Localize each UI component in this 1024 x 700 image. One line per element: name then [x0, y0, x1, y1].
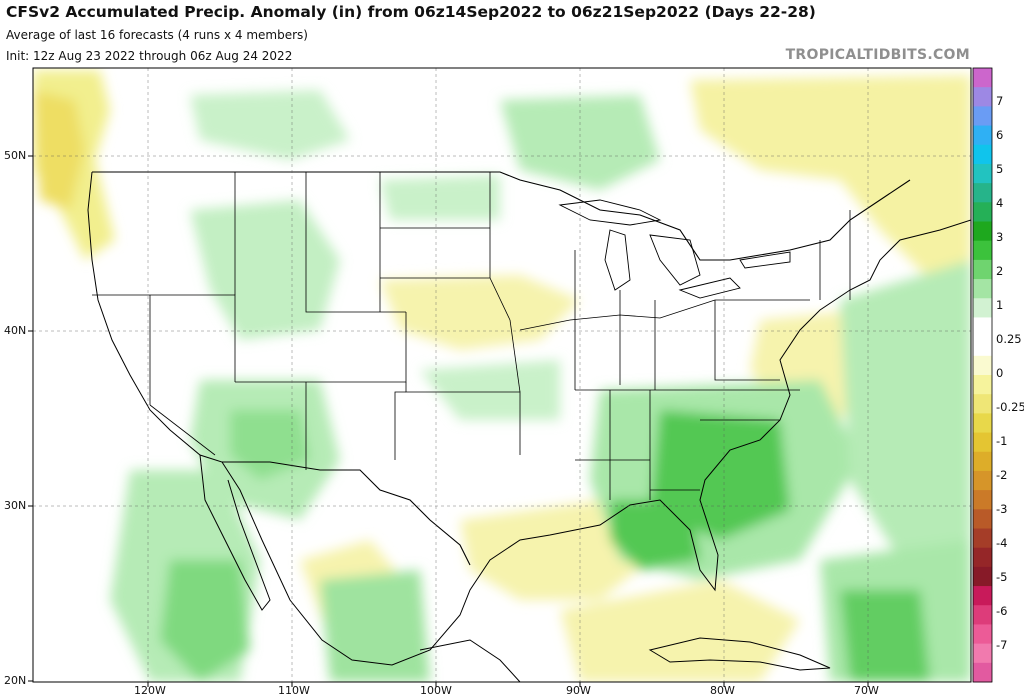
lon-label: 90W	[566, 684, 591, 697]
colorbar-swatch	[973, 183, 992, 203]
wet-anomaly-region-midsouth	[420, 360, 560, 420]
dry-anomaly-core-northwest	[33, 90, 85, 210]
colorbar-label: 4	[996, 196, 1004, 210]
colorbar-label: -1	[996, 434, 1008, 448]
colorbar-swatch	[973, 566, 992, 587]
axis-ticks	[28, 155, 869, 687]
colorbar-swatch	[973, 432, 992, 453]
yucatan-coast	[419, 639, 521, 682]
colorbar-swatch	[973, 221, 992, 242]
colorbar-swatch	[973, 125, 992, 146]
great-lakes	[558, 199, 791, 299]
us-mexico-border	[222, 461, 471, 566]
lon-label: 80W	[710, 684, 735, 697]
colorbar-label: 5	[996, 162, 1004, 176]
colorbar-swatch	[973, 586, 992, 606]
colorbar	[973, 68, 992, 683]
colorbar-swatch	[973, 336, 992, 357]
lat-label: 50N	[4, 149, 27, 162]
wet-anomaly-core-baja	[160, 560, 250, 682]
lon-label: 120W	[134, 684, 166, 697]
colorbar-label: 3	[996, 230, 1004, 244]
colorbar-label: 7	[996, 94, 1004, 108]
colorbar-frame	[972, 67, 993, 683]
colorbar-swatch	[973, 528, 992, 549]
colorbar-swatch	[973, 317, 992, 338]
dry-anomaly-region-caribbean	[560, 580, 800, 682]
map-subtitle: Average of last 16 forecasts (4 runs x 4…	[6, 28, 308, 42]
graticule	[33, 68, 971, 682]
colorbar-swatch	[973, 279, 992, 299]
dry-anomaly-region-northeast	[690, 75, 971, 300]
colorbar-swatch	[973, 413, 992, 434]
coastline	[87, 171, 971, 666]
colorbar-swatch	[973, 624, 992, 645]
colorbar-label: 1	[996, 298, 1004, 312]
lon-label: 110W	[278, 684, 310, 697]
lat-label: 20N	[4, 674, 27, 687]
lat-label: 40N	[4, 324, 27, 337]
us-canada-border	[92, 171, 911, 261]
dry-anomaly-region-central	[380, 275, 580, 350]
colorbar-swatch	[973, 163, 992, 184]
lat-label: 30N	[4, 499, 27, 512]
colorbar-label: 6	[996, 128, 1004, 142]
wet-anomaly-region-rockies	[190, 200, 340, 340]
wet-anomaly-region-plains	[380, 175, 500, 220]
colorbar-swatch	[973, 106, 992, 127]
wet-anomaly-region-canada-west	[190, 90, 350, 160]
cuba-outline	[648, 637, 831, 671]
site-brand: TROPICALTIDBITS.COM	[785, 47, 970, 63]
colorbar-label: 0	[996, 366, 1004, 380]
colorbar-label: -6	[996, 604, 1008, 618]
lon-label: 70W	[854, 684, 879, 697]
colorbar-swatch	[973, 87, 992, 107]
colorbar-label: -5	[996, 570, 1008, 584]
colorbar-label: -2	[996, 468, 1008, 482]
init-time: Init: 12z Aug 23 2022 through 06z Aug 24…	[6, 49, 293, 63]
colorbar-swatch	[973, 298, 992, 318]
wet-anomaly-region-mexico	[320, 570, 430, 682]
colorbar-swatch	[973, 144, 992, 165]
colorbar-swatch	[973, 509, 992, 529]
lon-label: 100W	[420, 684, 452, 697]
baja-peninsula	[199, 454, 271, 611]
colorbar-swatch	[973, 490, 992, 510]
colorbar-swatch	[973, 259, 992, 280]
colorbar-swatch	[973, 451, 992, 472]
colorbar-swatch	[973, 547, 992, 568]
colorbar-label: -7	[996, 638, 1008, 652]
colorbar-swatch	[973, 375, 992, 395]
colorbar-swatch	[973, 470, 992, 491]
colorbar-label: 0.25	[996, 332, 1022, 346]
colorbar-swatch	[973, 643, 992, 664]
colorbar-swatch	[973, 202, 992, 222]
colorbar-swatch	[973, 240, 992, 261]
colorbar-swatch	[973, 394, 992, 414]
wet-anomaly-region-atlantic-east	[840, 260, 971, 560]
state-borders	[92, 172, 851, 500]
colorbar-swatch	[973, 355, 992, 376]
colorbar-swatch	[973, 68, 992, 88]
map-frame	[32, 67, 972, 683]
map-title: CFSv2 Accumulated Precip. Anomaly (in) f…	[6, 3, 816, 21]
colorbar-label: -3	[996, 502, 1008, 516]
colorbar-swatch	[973, 605, 992, 625]
colorbar-label: -0.25	[996, 400, 1024, 414]
colorbar-label: 2	[996, 264, 1004, 278]
dry-anomaly-region-gulf	[460, 500, 650, 600]
wet-anomaly-core-atlantic-south	[840, 590, 930, 682]
colorbar-label: -4	[996, 536, 1008, 550]
colorbar-swatch	[973, 662, 992, 683]
